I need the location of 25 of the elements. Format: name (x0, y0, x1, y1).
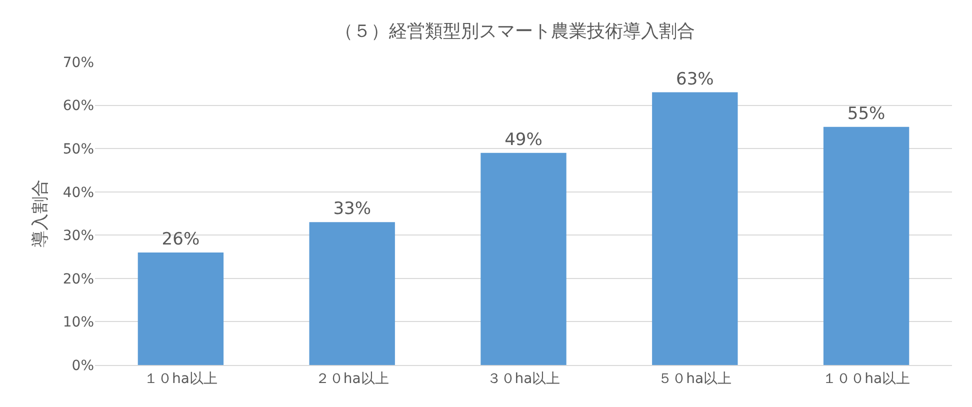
data-label: 49% (504, 130, 542, 150)
y-tick-label: 30% (62, 228, 94, 244)
x-tick-label: ２０ha以上 (315, 370, 389, 387)
bar (823, 126, 910, 365)
y-axis-title: 導入割合 (30, 180, 50, 248)
y-tick-label: 20% (62, 271, 94, 288)
x-tick-label: １００ha以上 (822, 370, 910, 387)
y-tick-label: 50% (62, 141, 94, 158)
data-label: 26% (162, 229, 200, 250)
bar (480, 152, 566, 365)
data-label: 33% (333, 199, 371, 220)
bar (652, 92, 738, 365)
data-label: 55% (847, 104, 886, 124)
bar (138, 252, 224, 365)
y-tick-label: 10% (62, 314, 94, 331)
x-tick-label: ３０ha以上 (486, 370, 560, 387)
y-tick-label: 40% (62, 184, 94, 201)
data-label: 63% (676, 69, 714, 90)
y-tick-label: 60% (62, 98, 94, 114)
x-tick-label: １０ha以上 (144, 370, 218, 387)
bar (309, 222, 395, 365)
chart-title: （５）経営類型別スマート農業技術導入割合 (335, 21, 696, 42)
x-tick-label: ５０ha以上 (658, 370, 732, 387)
y-tick-label: 70% (62, 54, 94, 71)
y-tick-label: 0% (72, 358, 94, 374)
